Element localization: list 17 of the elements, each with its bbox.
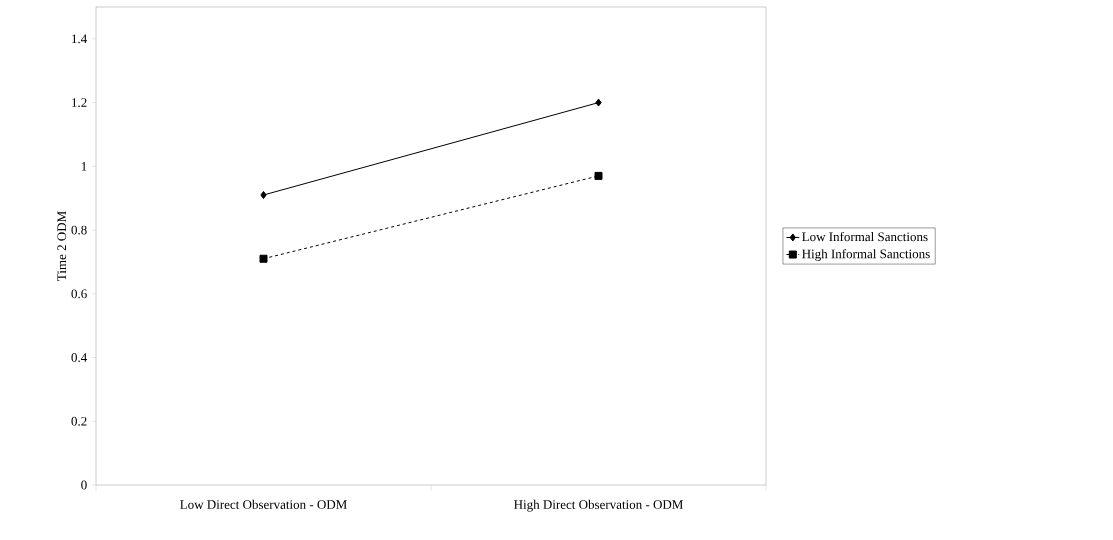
y-tick-label: 0.8 xyxy=(71,225,87,235)
legend-label: High Informal Sanctions xyxy=(802,248,930,261)
x-tick-label: High Direct Observation - ODM xyxy=(514,499,683,512)
legend-label: Low Informal Sanctions xyxy=(802,231,928,242)
point xyxy=(259,254,268,263)
point xyxy=(594,171,603,180)
y-tick-label: 0.4 xyxy=(71,353,88,362)
y-tick-label: 1.2 xyxy=(72,98,87,107)
point xyxy=(595,98,602,107)
y-tick-label: 0.2 xyxy=(71,416,87,426)
y-axis-title: Time 2 ODM xyxy=(57,211,67,281)
y-tick-label: 1 xyxy=(81,162,87,171)
point xyxy=(260,191,267,200)
y-tick-label: 1.4 xyxy=(72,34,88,44)
x-tick-label: Low Direct Observation - ODM xyxy=(180,499,347,509)
y-tick-label: 0.6 xyxy=(71,289,87,299)
y-tick-label: 0 xyxy=(81,480,87,490)
